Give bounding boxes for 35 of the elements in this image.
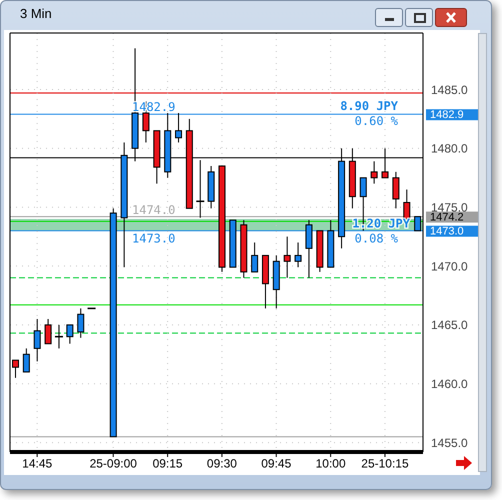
candlestick xyxy=(403,189,410,220)
y-tick-label: 1470.0 xyxy=(431,259,468,274)
y-tick-label: 1465.0 xyxy=(431,318,468,332)
candlestick xyxy=(34,318,41,362)
candlestick xyxy=(22,348,30,372)
candlestick xyxy=(284,236,291,278)
candlestick xyxy=(370,160,378,184)
y-tick-label: 1460.0 xyxy=(431,376,468,391)
x-tick-label: 25-10:15 xyxy=(361,456,409,471)
annotation: 8.90 JPY xyxy=(340,99,399,114)
y-tick-label: 1480.0 xyxy=(431,142,468,156)
x-tick-label: 10:00 xyxy=(316,456,346,471)
x-tick-label: 25-09:00 xyxy=(90,456,138,471)
ref-line-label: 1473.0 xyxy=(430,226,464,238)
y-tick-label: 1455.0 xyxy=(431,436,468,450)
y-tick-label: 1475.0 xyxy=(431,200,468,214)
ref-line-label: 1474.2 xyxy=(430,212,464,224)
ref-line-label: 1482.9 xyxy=(430,109,464,122)
y-tick-label: 1485.0 xyxy=(431,82,468,97)
annotation: 0.60 % xyxy=(354,114,399,128)
candlestick xyxy=(77,308,84,338)
x-tick-label: 09:15 xyxy=(152,456,183,471)
chart-title: 3 Min xyxy=(20,6,52,21)
annotation: 1474.0 xyxy=(132,202,176,217)
candlestick xyxy=(392,171,400,209)
candlestick xyxy=(294,242,302,268)
x-tick-label: 09:30 xyxy=(206,456,238,471)
candlestick xyxy=(66,324,74,344)
candlestick xyxy=(251,242,258,272)
candlestick xyxy=(44,318,52,344)
annotation: 0.08 % xyxy=(354,232,399,246)
annotation: 1473.0 xyxy=(132,232,176,246)
x-tick-label: 14:45 xyxy=(22,456,53,471)
x-tick-label: 09:45 xyxy=(261,456,292,471)
candlestick xyxy=(54,324,63,349)
